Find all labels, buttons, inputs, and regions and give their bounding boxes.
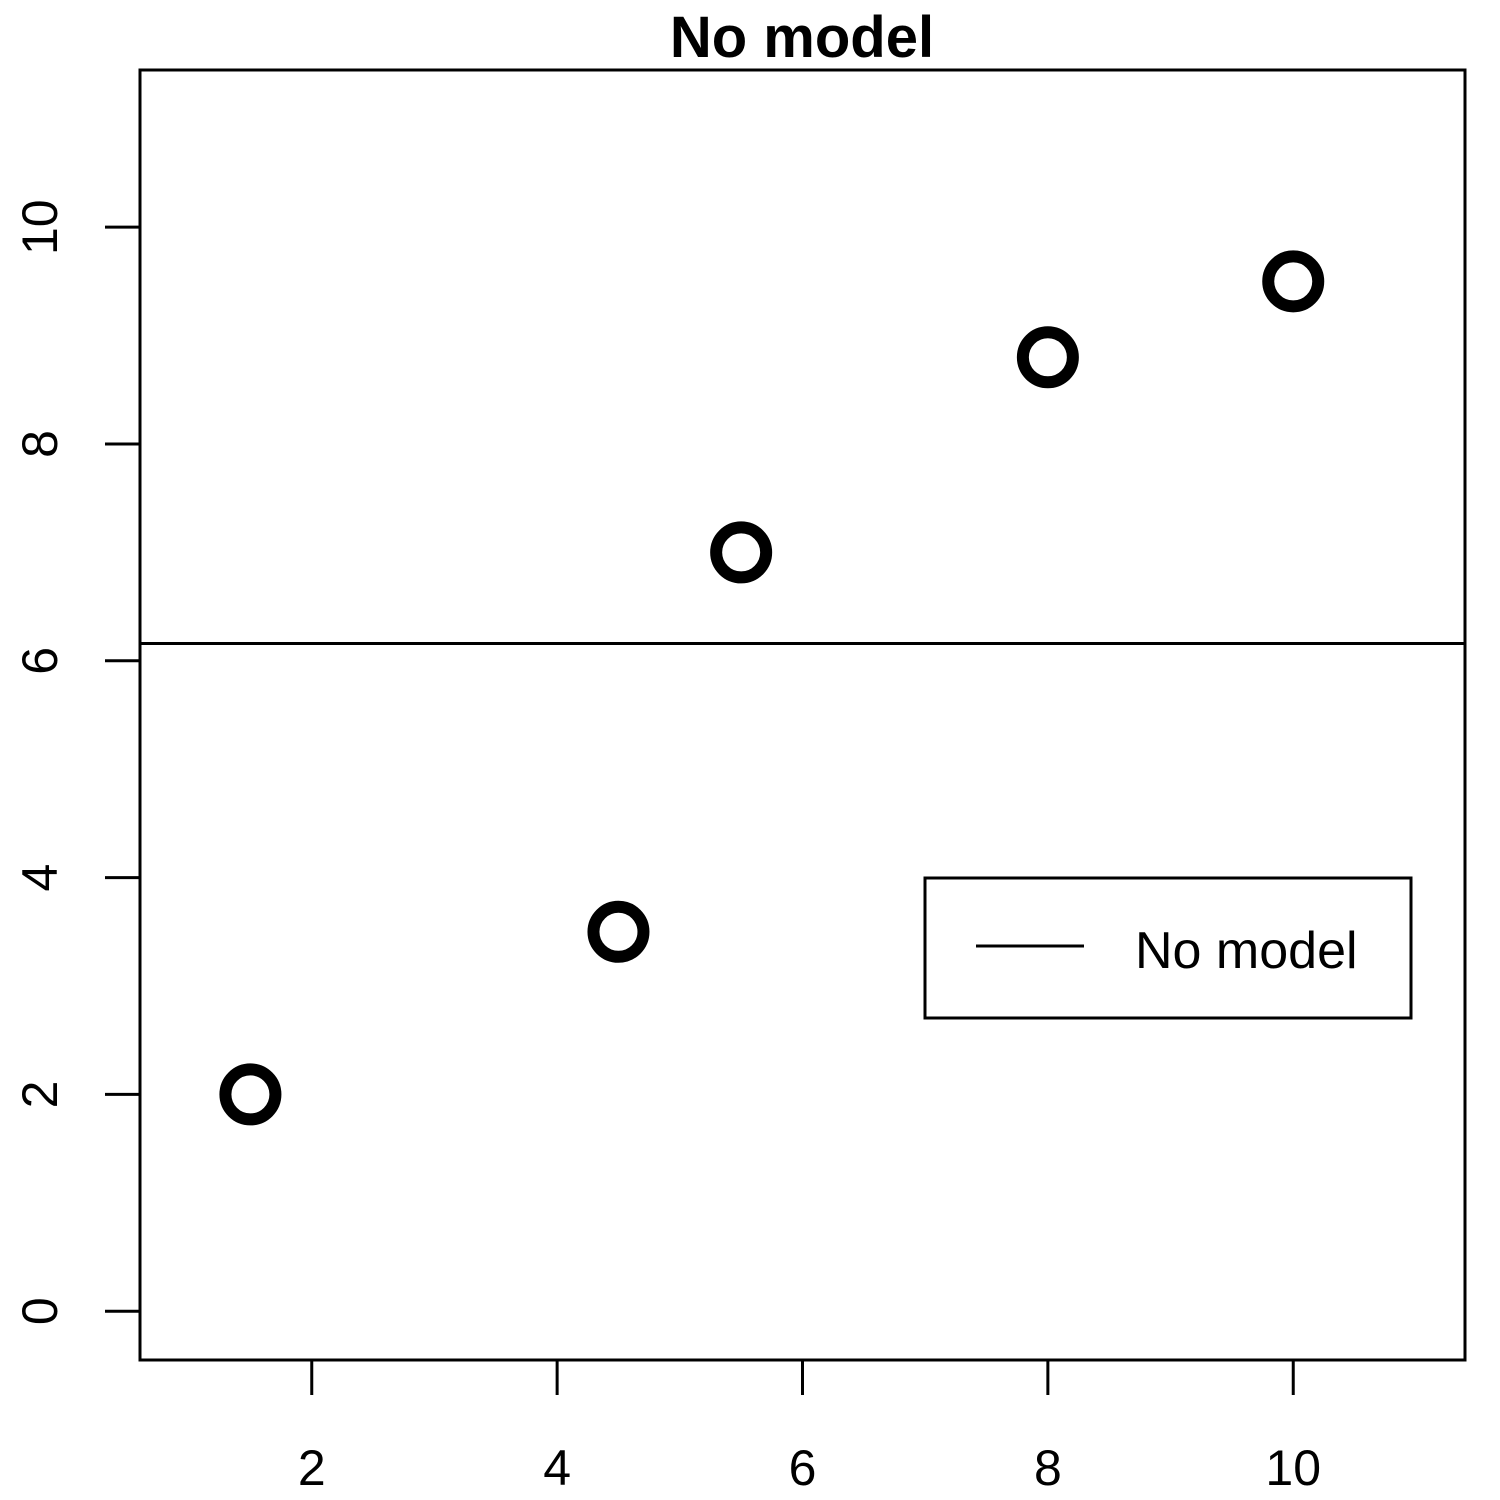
y-tick-label: 6 <box>12 647 68 675</box>
chart-title: No model <box>670 5 934 70</box>
y-tick-label: 10 <box>12 199 68 255</box>
x-axis: 2 4 6 8 10 <box>298 1360 1321 1496</box>
x-tick-label: 8 <box>1034 1440 1062 1496</box>
x-tick-label: 2 <box>298 1440 326 1496</box>
y-tick-label: 2 <box>12 1081 68 1109</box>
data-point <box>587 900 650 963</box>
x-tick-label: 6 <box>789 1440 817 1496</box>
legend-label: No model <box>1135 922 1358 980</box>
points-layer <box>219 250 1325 1126</box>
data-point <box>710 521 773 584</box>
legend: No model <box>923 876 1413 1020</box>
data-point <box>1016 326 1079 389</box>
data-point <box>1262 250 1325 313</box>
y-tick-label: 4 <box>12 864 68 892</box>
x-tick-label: 4 <box>543 1440 571 1496</box>
y-tick-label: 0 <box>12 1297 68 1325</box>
legend-box <box>923 876 1413 1020</box>
y-tick-label: 8 <box>12 430 68 458</box>
x-tick-label: 10 <box>1265 1440 1321 1496</box>
data-point <box>219 1063 282 1126</box>
y-axis: 0 2 4 6 8 10 <box>12 199 140 1325</box>
plot-frame <box>138 68 1467 1362</box>
